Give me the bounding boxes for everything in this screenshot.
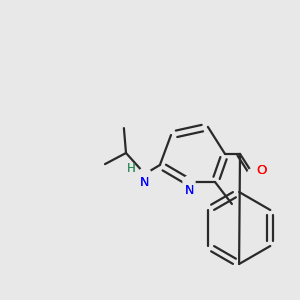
Text: H: H [126,162,135,176]
Text: O: O [256,164,267,178]
Text: N: N [139,176,149,189]
Circle shape [139,168,151,180]
Text: O: O [256,164,267,178]
Circle shape [183,176,195,188]
Text: N: N [185,184,195,197]
Text: N: N [139,176,149,189]
Text: H: H [126,162,135,176]
Text: N: N [185,184,195,197]
Circle shape [248,169,258,179]
